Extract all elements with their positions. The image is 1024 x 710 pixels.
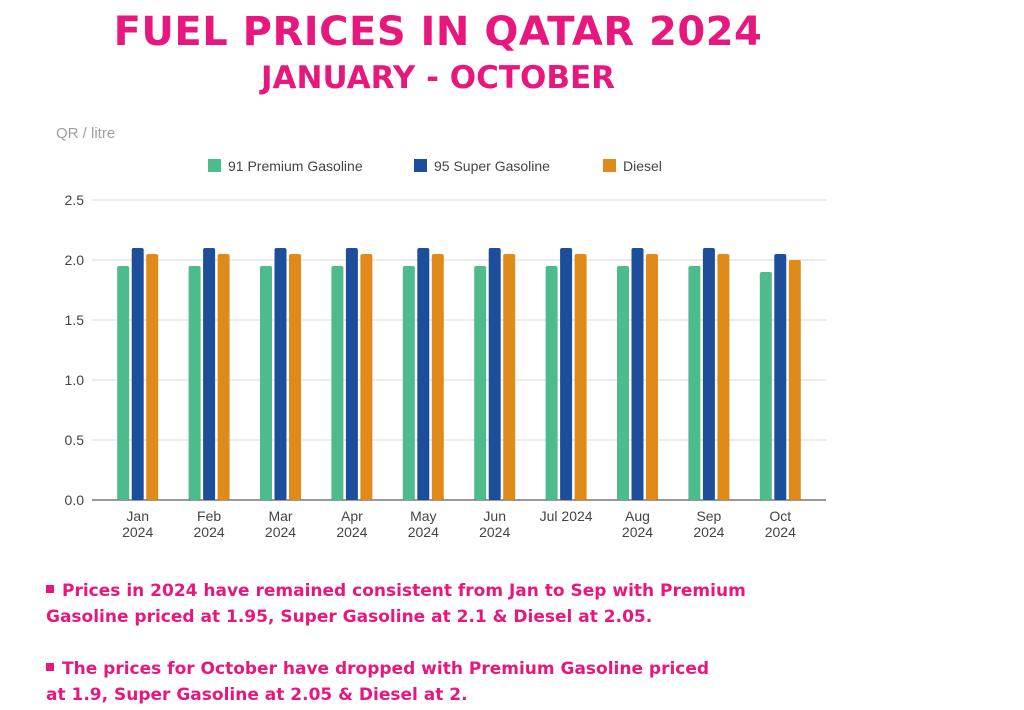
bar-premium [402,266,415,500]
y-tick-label: 1.0 [65,372,85,388]
x-tick-label: Oct [769,508,791,524]
bar-premium [688,266,701,500]
bar-diesel [574,254,587,500]
bullet-icon [46,585,54,593]
x-tick-label: 2024 [622,524,653,540]
bar-premium [331,266,344,500]
bar-super [274,248,287,500]
x-tick-label: Feb [197,508,221,524]
x-tick-label: Jan [126,508,149,524]
bar-premium [260,266,272,500]
x-tick-label: May [410,508,436,524]
legend-label: 91 Premium Gasoline [228,158,363,174]
x-tick-label: 2024 [408,524,439,540]
x-tick-label: Jul 2024 [540,508,593,524]
note-1: Prices in 2024 have remained consistent … [46,578,846,630]
x-tick-label: Apr [341,508,363,524]
bar-super [631,248,644,500]
bar-diesel [646,254,658,500]
bar-super [345,248,358,500]
x-tick-label: Aug [625,508,650,524]
legend-swatch [603,159,616,172]
y-axis-label: QR / litre [56,125,115,142]
x-tick-label: 2024 [765,524,796,540]
note-2-line-2: at 1.9, Super Gasoline at 2.05 & Diesel … [46,685,468,705]
bar-premium [117,266,130,500]
bar-super [417,248,430,500]
bar-premium [188,266,201,500]
bar-chart: QR / litre 0.0 0.5 1.0 1.5 2.0 2.5 91 Premium G… [56,125,826,540]
y-tick-label: 0.5 [65,432,85,448]
bar-diesel [146,254,159,500]
x-tick-label: Jun [483,508,506,524]
bar-diesel [717,254,730,500]
bar-diesel [289,254,301,500]
bar-premium [474,266,487,500]
x-tick-label: 2024 [693,524,724,540]
note-1-line-1: Prices in 2024 have remained consistent … [62,581,746,601]
bar-premium [617,266,629,500]
bar-diesel [503,254,516,500]
y-tick-label: 2.0 [65,252,85,268]
x-tick-label: Mar [268,508,292,524]
bar-super [488,248,501,500]
bar-super [560,248,573,500]
bar-super [774,254,787,500]
legend-swatch [208,159,221,172]
x-tick-label: 2024 [122,524,153,540]
x-tick-label: 2024 [265,524,296,540]
bullet-icon [46,663,54,671]
y-tick-label: 0.0 [65,492,85,508]
bar-super [131,248,144,500]
bar-diesel [431,254,444,500]
bar-super [203,248,216,500]
x-tick-label: Sep [696,508,721,524]
y-tick-label: 2.5 [65,192,85,208]
chart-subtitle: JANUARY - OCTOBER [260,60,616,96]
bar-premium [545,266,558,500]
bar-diesel [788,260,801,500]
x-tick-label: 2024 [479,524,510,540]
bar-diesel [217,254,230,500]
legend-label: 95 Super Gasoline [434,158,550,174]
bar-super [702,248,715,500]
bar-diesel [360,254,373,500]
legend-swatch [414,159,427,172]
note-2-line-1: The prices for October have dropped with… [62,659,710,679]
note-2: The prices for October have dropped with… [46,656,846,708]
note-1-line-2: Gasoline priced at 1.95, Super Gasoline … [46,607,653,627]
y-tick-label: 1.5 [65,312,85,328]
bar-premium [759,272,772,500]
legend-label: Diesel [623,158,662,174]
x-tick-label: 2024 [194,524,225,540]
x-tick-label: 2024 [336,524,367,540]
chart-title: FUEL PRICES IN QATAR 2024 [113,9,763,55]
